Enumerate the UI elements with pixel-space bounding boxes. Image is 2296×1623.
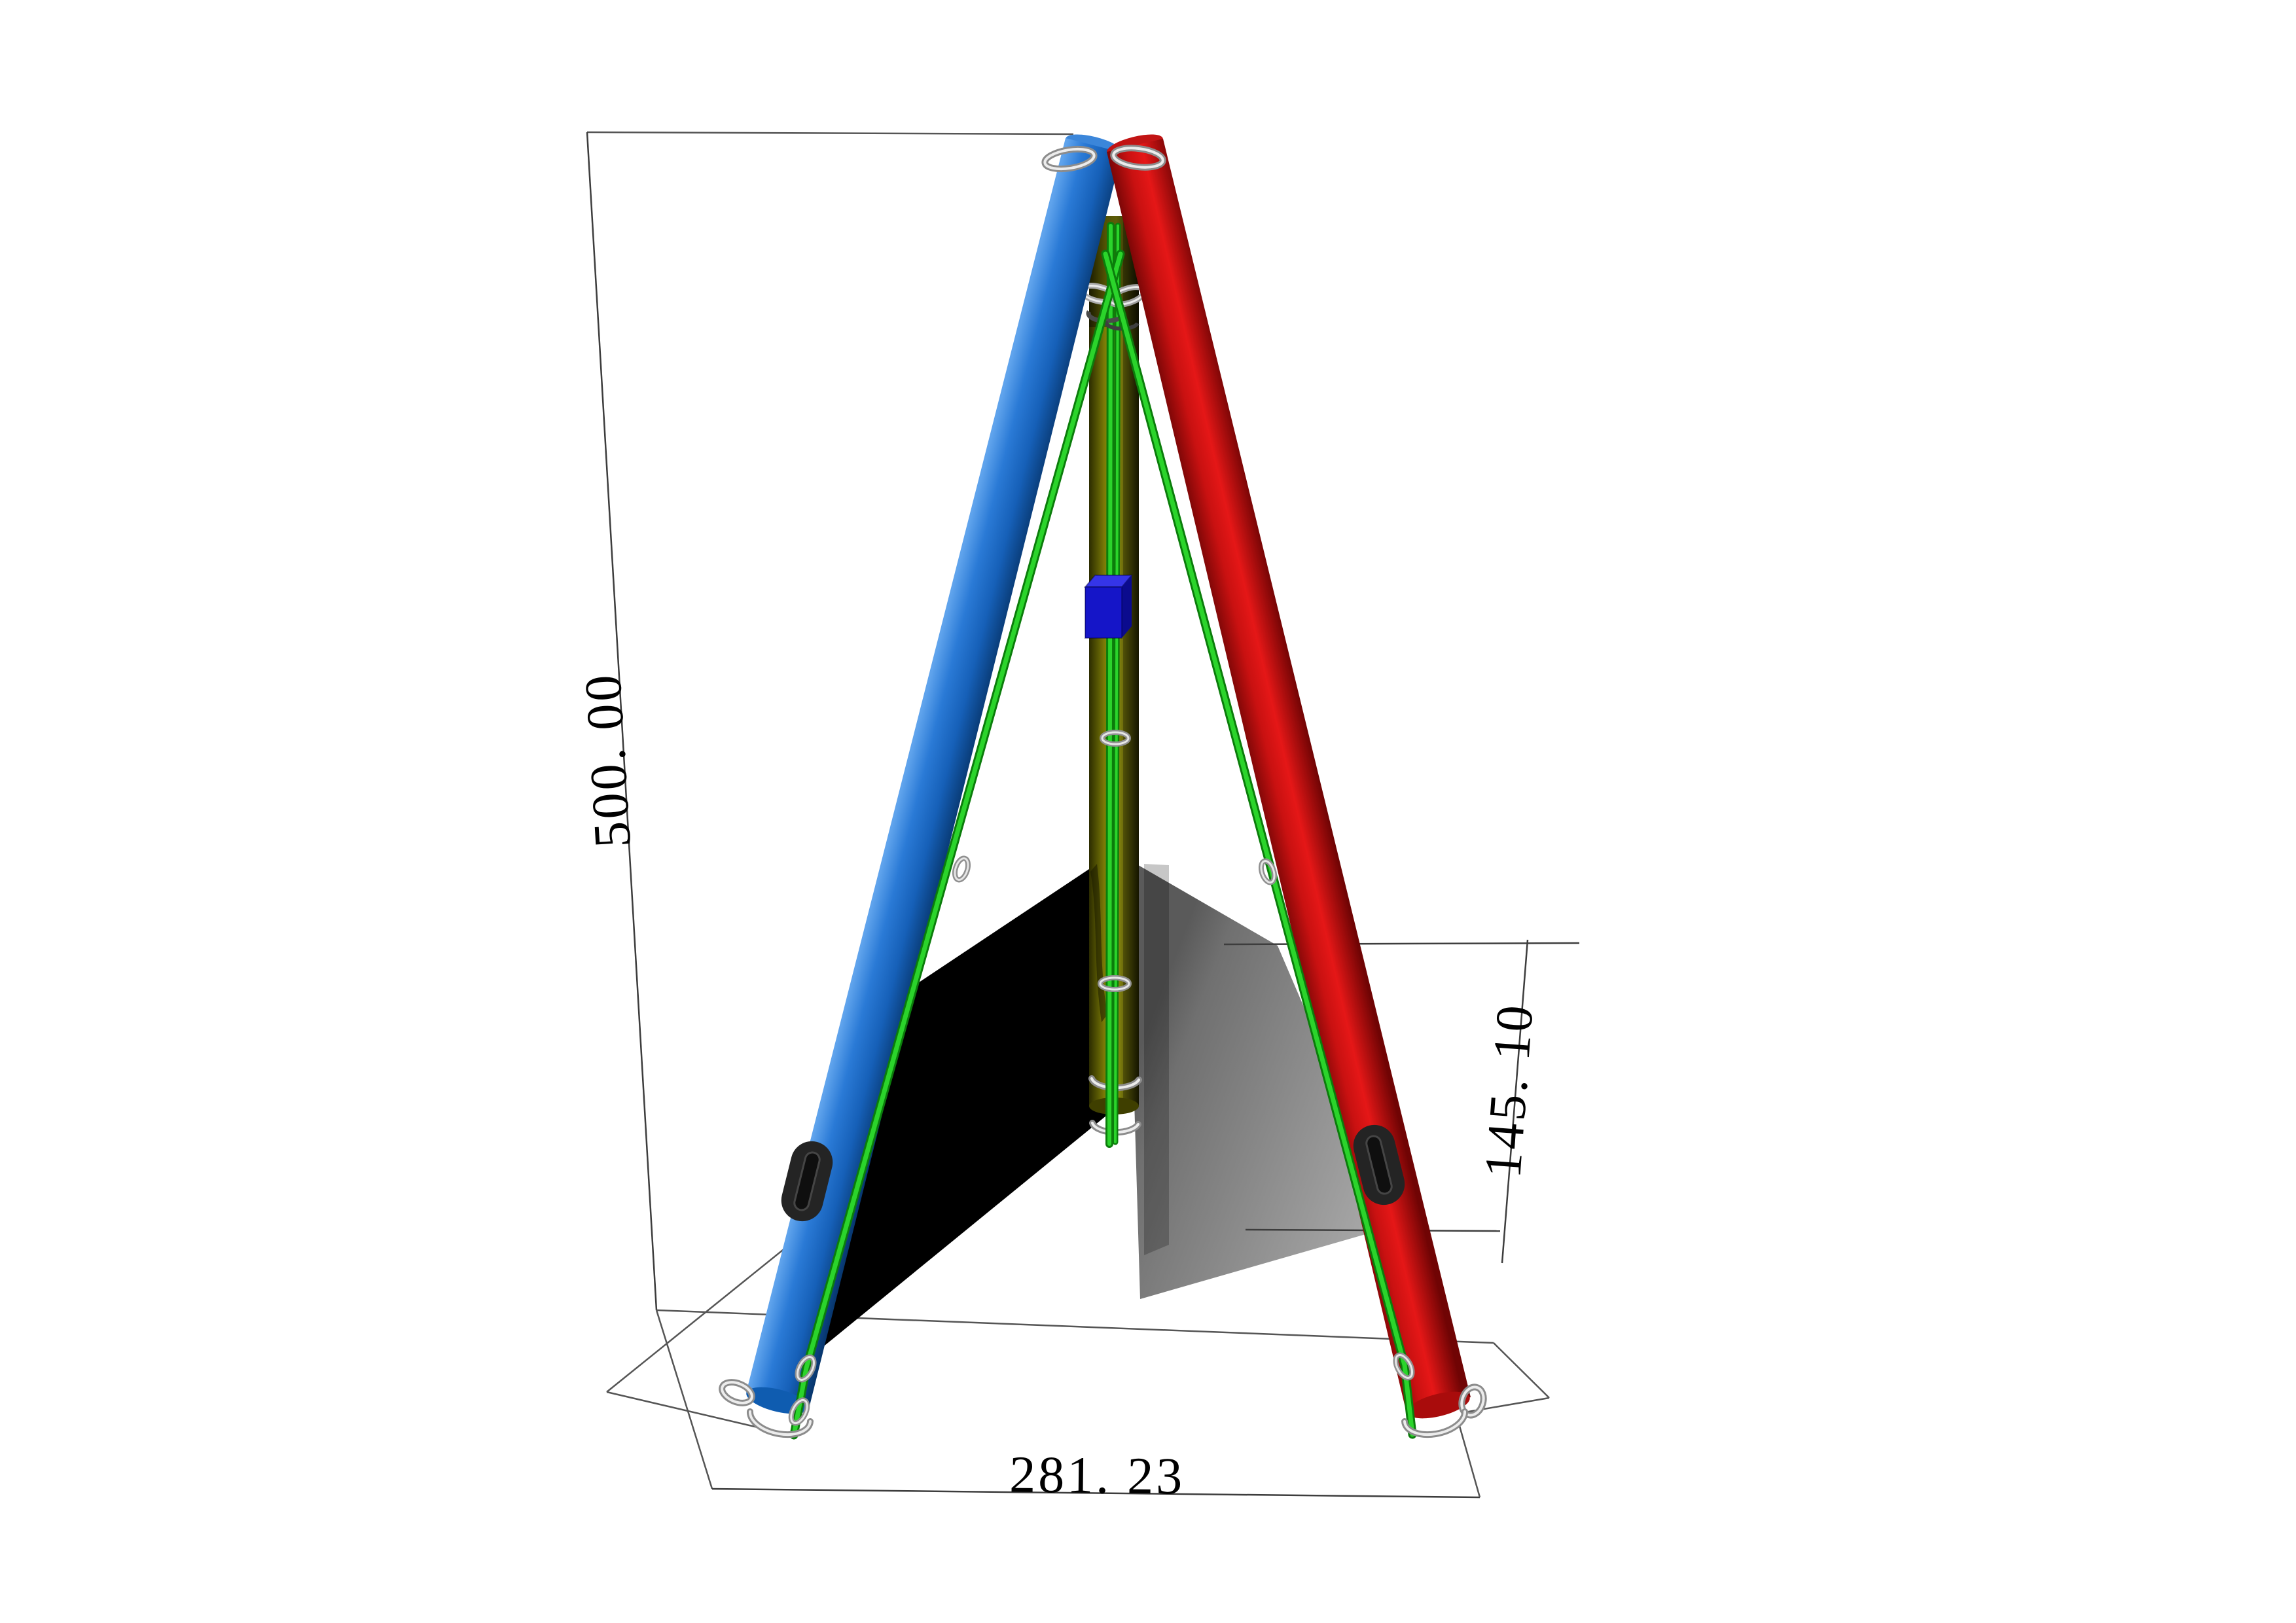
- left-pole-body: [746, 138, 1122, 1408]
- tension-box-front: [1085, 586, 1122, 639]
- guy-ring-icon: [1260, 860, 1276, 883]
- guy-line-right: [1103, 251, 1415, 1437]
- dimension-line-panel-height: [1501, 939, 1529, 1264]
- extension-line-top: [586, 131, 1074, 135]
- tension-box-side: [1122, 575, 1132, 638]
- extension-line-base-right: [1457, 1421, 1481, 1498]
- shadow-panels: [800, 859, 1397, 1366]
- tension-box: [1083, 575, 1134, 639]
- dimension-label-panel-height: 145. 10: [1474, 1001, 1544, 1180]
- guy-ring-icon: [790, 1399, 808, 1425]
- foot-side-ring-left-icon: [721, 1381, 753, 1404]
- guy-ring-icon: [954, 857, 969, 881]
- foot-dring-right-icon: [1403, 1410, 1467, 1436]
- cord-ring-icon: [1101, 731, 1130, 745]
- guy-lines: [788, 249, 1417, 1440]
- guy-ring-icon: [796, 1356, 816, 1381]
- dimension-line-base: [711, 1488, 1480, 1499]
- pole-shadow-strip: [1144, 864, 1169, 1255]
- right-pole-body: [1107, 139, 1471, 1413]
- ground-corner-left-b: [606, 1391, 761, 1429]
- right-pole-bottom-cap: [1407, 1391, 1470, 1419]
- center-cords: [1098, 222, 1132, 1148]
- guy-line-left: [791, 251, 1123, 1438]
- extension-line-panel-top: [1223, 942, 1580, 946]
- foot-dring-left-icon: [748, 1410, 812, 1436]
- cleat-right-slot: [1365, 1135, 1393, 1195]
- ground-corner-right-a: [1493, 1342, 1550, 1399]
- apex-ring-right-icon: [1112, 147, 1164, 169]
- carabiner-icon: [1103, 319, 1139, 331]
- apex-ring-left-icon: [1043, 147, 1096, 171]
- pole-hardware: [719, 145, 1487, 1438]
- dimension-label-height: 500. 00: [574, 671, 642, 849]
- center-cord-front: [1107, 224, 1113, 1146]
- extension-line-base-left: [655, 1310, 713, 1489]
- cleat-left-slot: [793, 1151, 821, 1211]
- dimension-line-height: [586, 132, 658, 1311]
- dimension-labels: 500. 00 145. 10 281. 23: [574, 671, 1545, 1505]
- cleat-right: [1353, 1124, 1405, 1205]
- cord-ring-icon: [1099, 976, 1130, 991]
- dimension-label-base-width: 281. 23: [1009, 1446, 1185, 1506]
- foot-side-ring-right-icon: [1460, 1385, 1485, 1417]
- shadow-panel-left: [800, 859, 1106, 1366]
- guy-ring-icon: [1394, 1354, 1414, 1379]
- shadow-panel-right: [1127, 859, 1397, 1299]
- cleat-left: [781, 1141, 833, 1222]
